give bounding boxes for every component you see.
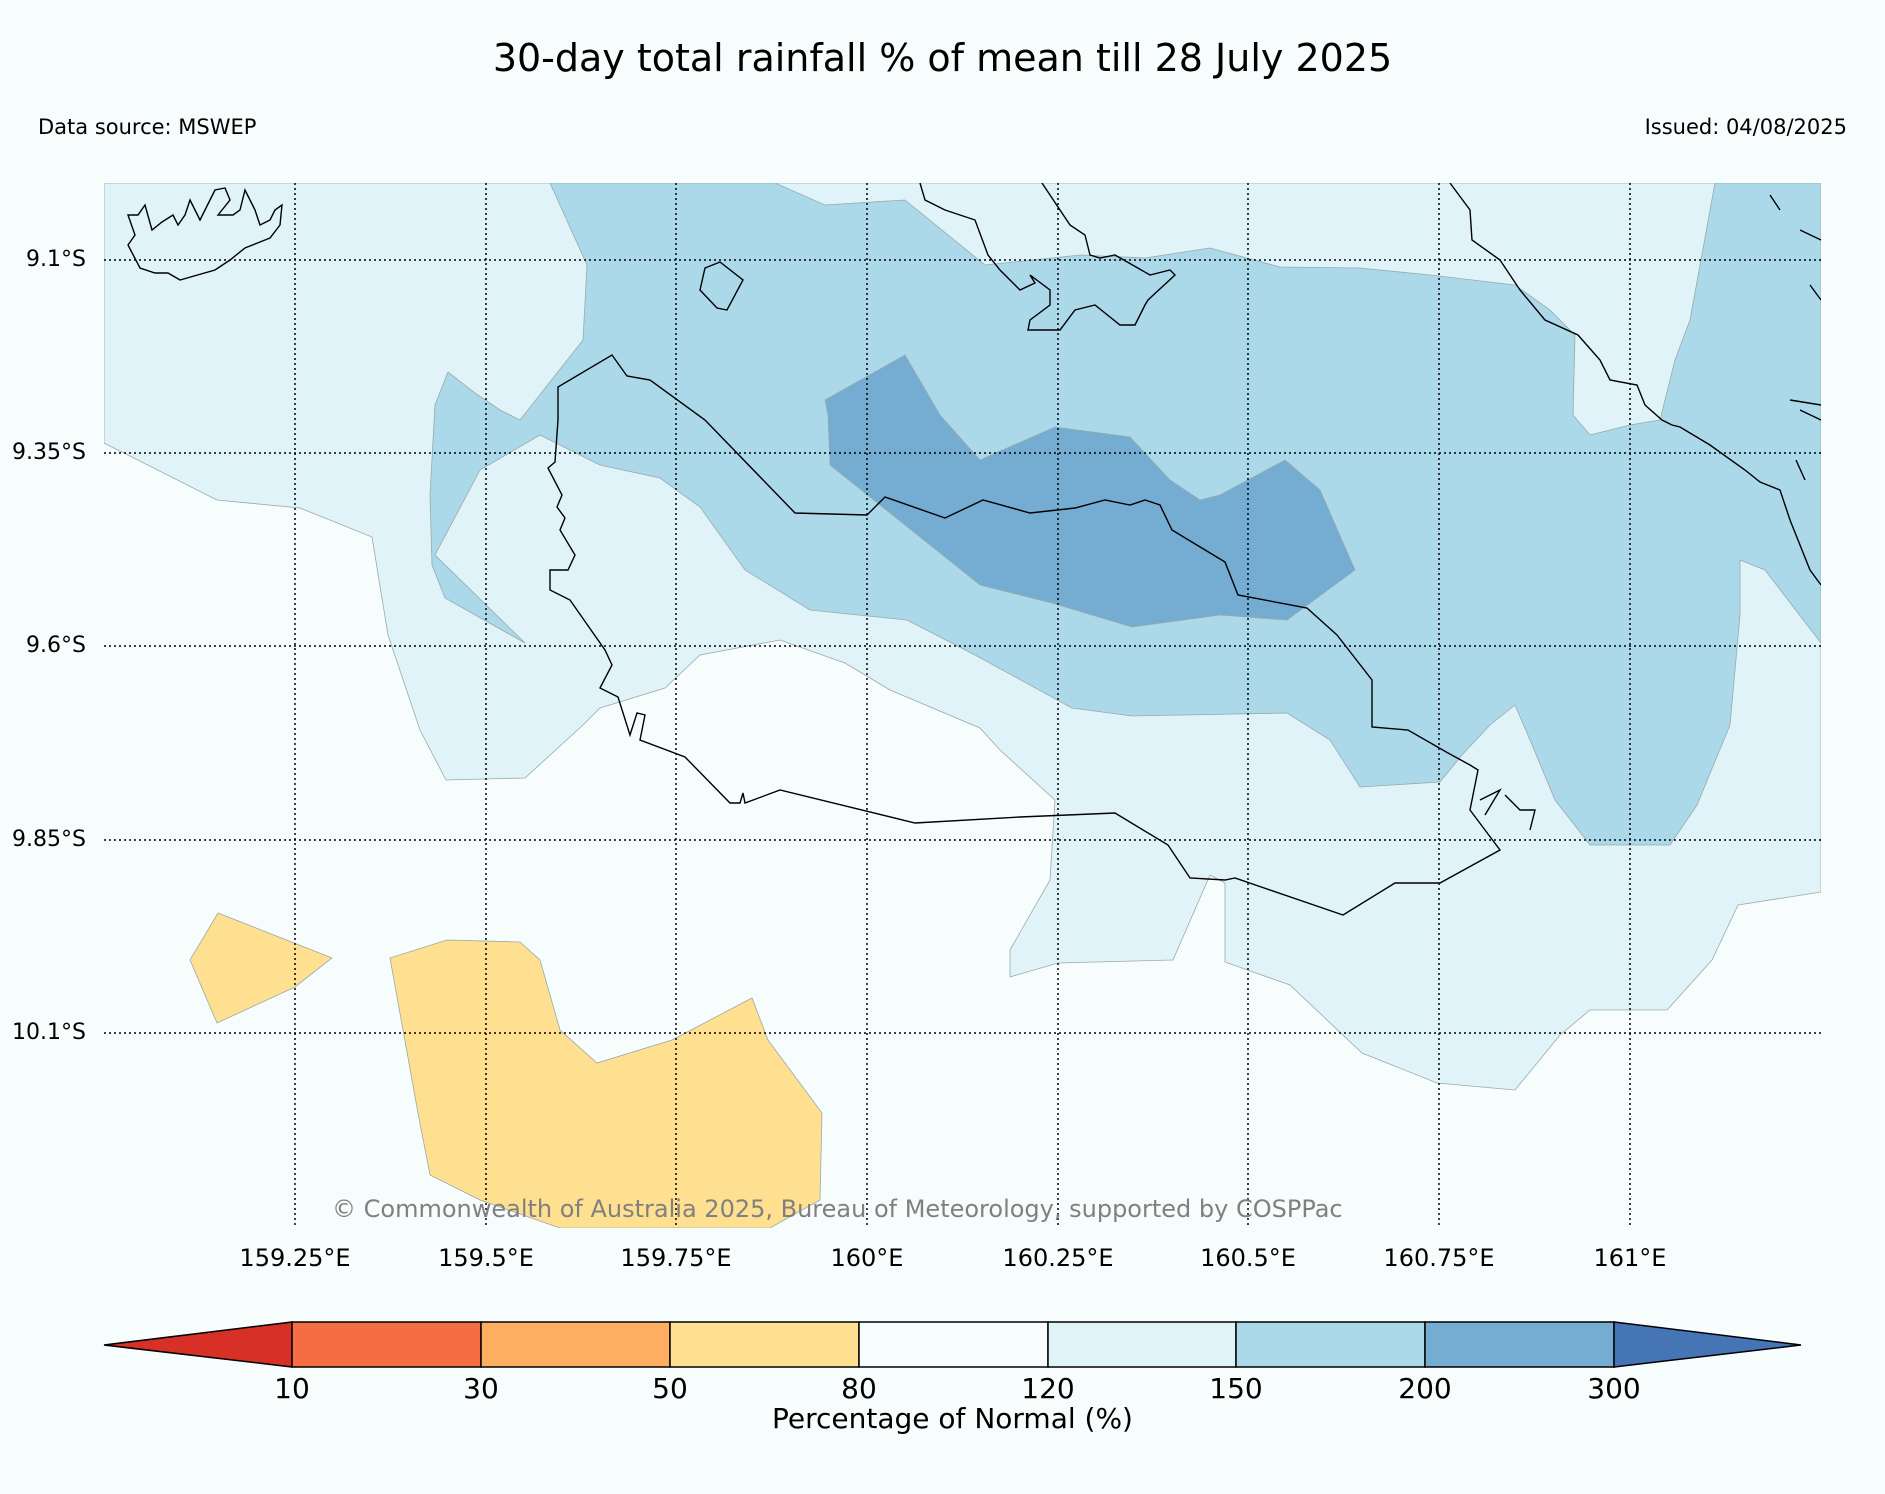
copyright-notice: © Commonwealth of Australia 2025, Bureau… (332, 1195, 1343, 1223)
map-area (104, 183, 1821, 1228)
colorbar-tick-10: 10 (274, 1372, 310, 1405)
colorbar-tick-30: 30 (463, 1372, 499, 1405)
contour-200-300 (824, 354, 1356, 628)
colorbar-bin-200-300 (1424, 1321, 1615, 1368)
colorbar (103, 1321, 1802, 1368)
colorbar-bin-10-30 (291, 1321, 482, 1368)
lat-label-10-1: 10.1°S (12, 1020, 86, 1045)
map-title: 30-day total rainfall % of mean till 28 … (492, 36, 1393, 80)
lat-labels: 9.1°S 9.35°S 9.6°S 9.85°S 10.1°S (12, 247, 86, 1045)
graticule (104, 183, 1821, 1228)
contour-50-80-west (189, 912, 333, 1024)
colorbar-tick-120: 120 (1021, 1372, 1074, 1405)
colorbar-bin-80-120 (858, 1321, 1049, 1368)
lat-label-9-35: 9.35°S (12, 440, 86, 465)
coastlines (127, 183, 1821, 916)
colorbar-tick-300: 300 (1587, 1372, 1640, 1405)
coastline-nggela-north (127, 187, 283, 281)
colorbar-bin-50-80 (669, 1321, 860, 1368)
coastline-malaita (1449, 183, 1821, 586)
colorbar-tick-80: 80 (841, 1372, 877, 1405)
colorbar-label: Percentage of Normal (%) (772, 1402, 1133, 1435)
lon-label-160: 160°E (831, 1244, 904, 1272)
colorbar-tick-150: 150 (1209, 1372, 1262, 1405)
coastline-small-island (699, 261, 744, 311)
lat-label-9-6: 9.6°S (26, 633, 86, 658)
colorbar-over-arrow (1613, 1321, 1802, 1368)
data-source: Data source: MSWEP (38, 115, 257, 139)
lon-label-160-5: 160.5°E (1200, 1244, 1296, 1272)
colorbar-tick-200: 200 (1398, 1372, 1451, 1405)
lon-label-159-5: 159.5°E (438, 1244, 534, 1272)
lon-label-159-75: 159.75°E (620, 1244, 731, 1272)
coastline-guadalcanal (547, 354, 1502, 916)
lon-label-161: 161°E (1594, 1244, 1667, 1272)
coastline-guadalcanal-east-tip (1479, 788, 1536, 831)
lon-label-160-25: 160.25°E (1002, 1244, 1113, 1272)
colorbar-bin-120-150 (1047, 1321, 1237, 1368)
coastline-florida-islands (919, 183, 1177, 331)
colorbar-bin-150-200 (1235, 1321, 1426, 1368)
colorbar-under-arrow (103, 1321, 293, 1368)
lon-labels: 159.25°E 159.5°E 159.75°E 160°E 160.25°E… (239, 1244, 1666, 1272)
lon-label-159-25: 159.25°E (239, 1244, 350, 1272)
issued-date: Issued: 04/08/2025 (1644, 115, 1847, 139)
coastline-east-fragments (1769, 194, 1821, 481)
lon-label-160-75: 160.75°E (1383, 1244, 1494, 1272)
colorbar-ticks: 10 30 50 80 120 150 200 300 (274, 1372, 1641, 1405)
lat-label-9-85: 9.85°S (12, 827, 86, 852)
colorbar-bin-30-50 (480, 1321, 671, 1368)
contour-50-80-south (389, 939, 823, 1228)
lat-label-9-1: 9.1°S (26, 247, 86, 272)
colorbar-tick-50: 50 (652, 1372, 688, 1405)
